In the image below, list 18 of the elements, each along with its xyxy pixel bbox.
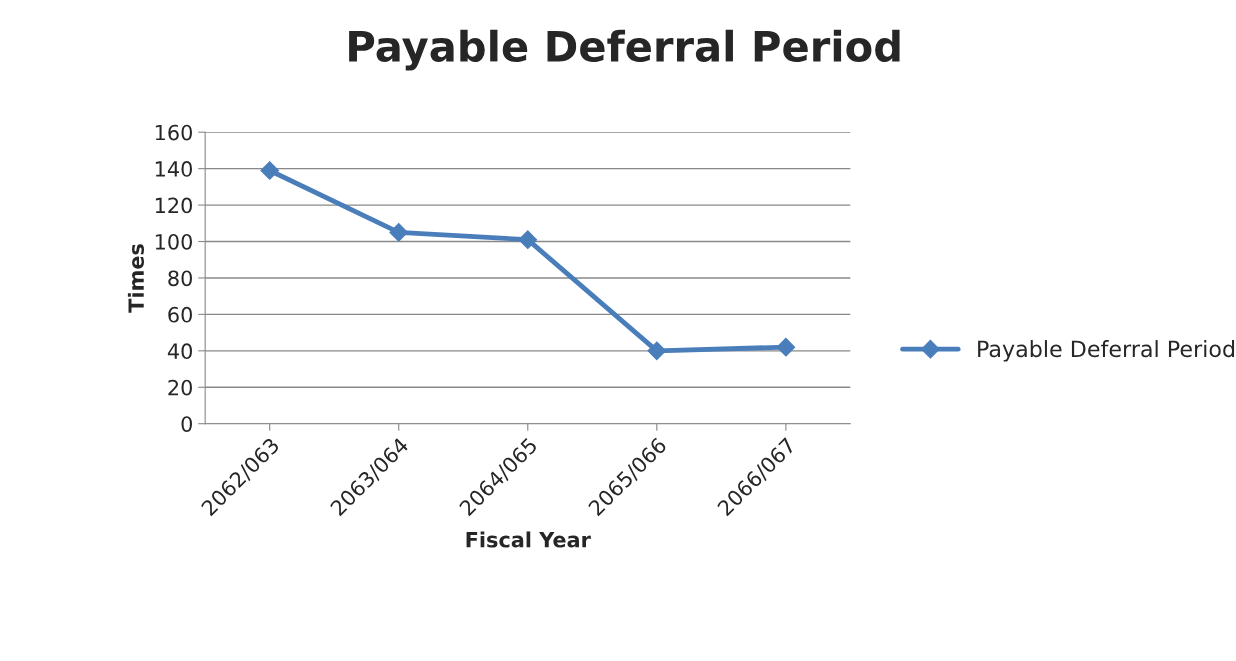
y-tick-label: 160: [155, 124, 192, 141]
y-tick-label: 60: [168, 306, 192, 323]
y-tick-label: 100: [155, 233, 192, 250]
point: [518, 230, 538, 250]
chart-title: Payable Deferral Period: [349, 29, 900, 71]
y-tick-label: 40: [167, 343, 192, 360]
point: [260, 161, 280, 180]
point: [776, 337, 796, 357]
point: [389, 223, 409, 242]
point: [647, 341, 667, 361]
legend-label: Payable Deferral Period: [978, 340, 1235, 362]
y-tick-label: 140: [155, 161, 192, 177]
y-tick-label: 80: [168, 270, 192, 287]
x-axis-title: Fiscal Year: [466, 531, 591, 548]
y-tick-label: 20: [168, 379, 192, 396]
y-axis-title: Times: [127, 244, 145, 313]
y-tick-label: 120: [155, 197, 192, 214]
y-tick-label: 0: [181, 416, 192, 432]
